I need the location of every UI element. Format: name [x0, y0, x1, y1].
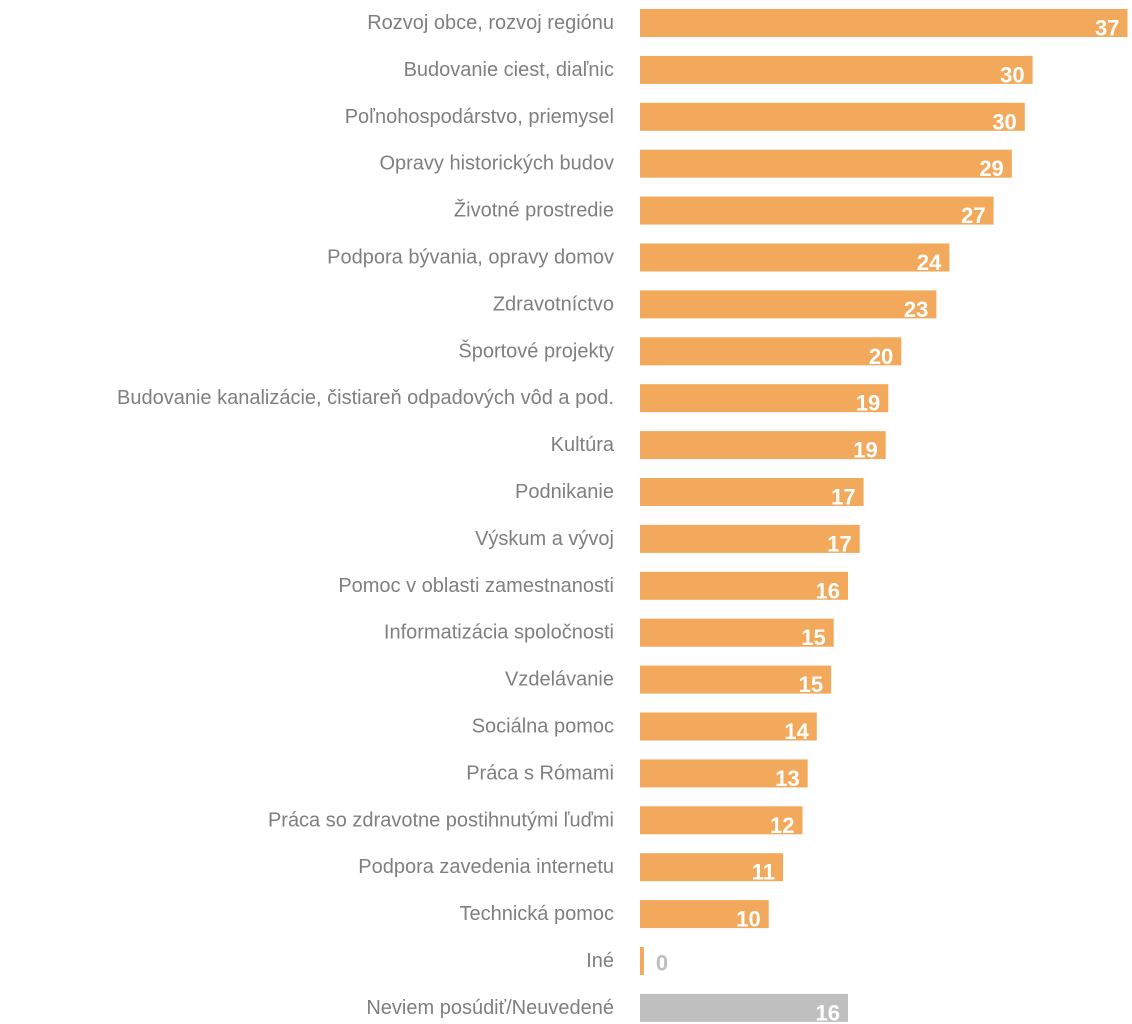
value-label: 0	[656, 951, 668, 976]
bar	[640, 900, 769, 929]
value-label: 20	[869, 344, 893, 369]
value-label: 13	[775, 766, 799, 791]
category-label: Kultúra	[551, 434, 615, 456]
bar	[640, 196, 994, 225]
category-label: Podpora zavedenia internetu	[358, 856, 614, 878]
value-label: 23	[904, 297, 928, 322]
bar	[640, 149, 1012, 178]
category-label: Výskum a vývoj	[475, 528, 614, 550]
bar	[640, 337, 902, 366]
bar	[640, 759, 808, 788]
category-label: Technická pomoc	[459, 903, 614, 925]
bar	[640, 384, 889, 413]
category-label: Opravy historických budov	[379, 153, 614, 175]
value-label: 24	[917, 250, 942, 275]
value-label: 15	[799, 672, 823, 697]
category-label: Životné prostredie	[454, 199, 614, 222]
value-label: 14	[784, 719, 809, 744]
category-label: Budovanie kanalizácie, čistiareň odpadov…	[117, 387, 614, 409]
bar	[640, 947, 644, 975]
bar	[640, 9, 1128, 37]
value-label: 16	[816, 578, 840, 603]
bar	[640, 665, 832, 694]
bar	[640, 993, 848, 1022]
category-label: Sociálna pomoc	[472, 716, 614, 738]
category-label: Informatizácia spoločnosti	[384, 622, 614, 644]
bar	[640, 478, 864, 506]
value-label: 10	[736, 907, 760, 932]
value-label: 17	[831, 485, 855, 510]
bar	[640, 571, 848, 600]
bar	[640, 102, 1025, 131]
value-label: 37	[1095, 16, 1119, 41]
bar	[640, 431, 886, 460]
bar	[640, 55, 1033, 84]
value-label: 30	[1000, 62, 1024, 87]
category-label: Pomoc v oblasti zamestnanosti	[338, 575, 614, 597]
category-label: Iné	[586, 950, 614, 972]
value-label: 17	[827, 531, 851, 556]
bar	[640, 524, 860, 553]
category-label: Práca so zdravotne postihnutými ľuďmi	[268, 809, 614, 831]
value-label: 16	[816, 1000, 840, 1024]
category-label: Poľnohospodárstvo, priemysel	[345, 106, 614, 128]
value-label: 29	[979, 156, 1003, 181]
bar	[640, 712, 817, 741]
category-label: Zdravotníctvo	[493, 293, 614, 315]
bar	[640, 853, 783, 882]
category-label: Vzdelávanie	[505, 669, 614, 691]
value-label: 30	[992, 109, 1016, 134]
category-label: Rozvoj obce, rozvoj regiónu	[367, 12, 614, 34]
category-label: Podpora bývania, opravy domov	[327, 247, 614, 269]
bar	[640, 618, 834, 647]
value-label: 19	[853, 438, 877, 463]
value-label: 11	[752, 860, 775, 885]
bar	[640, 243, 950, 272]
value-label: 12	[770, 813, 794, 838]
value-label: 19	[856, 391, 880, 416]
category-label: Práca s Rómami	[466, 762, 614, 784]
category-label: Neviem posúdiť/Neuvedené	[366, 997, 614, 1019]
bar	[640, 290, 937, 319]
value-label: 27	[961, 203, 985, 228]
value-label: 15	[801, 625, 825, 650]
category-label: Podnikanie	[515, 481, 614, 503]
category-label: Budovanie ciest, diaľnic	[404, 59, 614, 81]
bar	[640, 806, 803, 835]
category-label: Športové projekty	[458, 339, 614, 362]
